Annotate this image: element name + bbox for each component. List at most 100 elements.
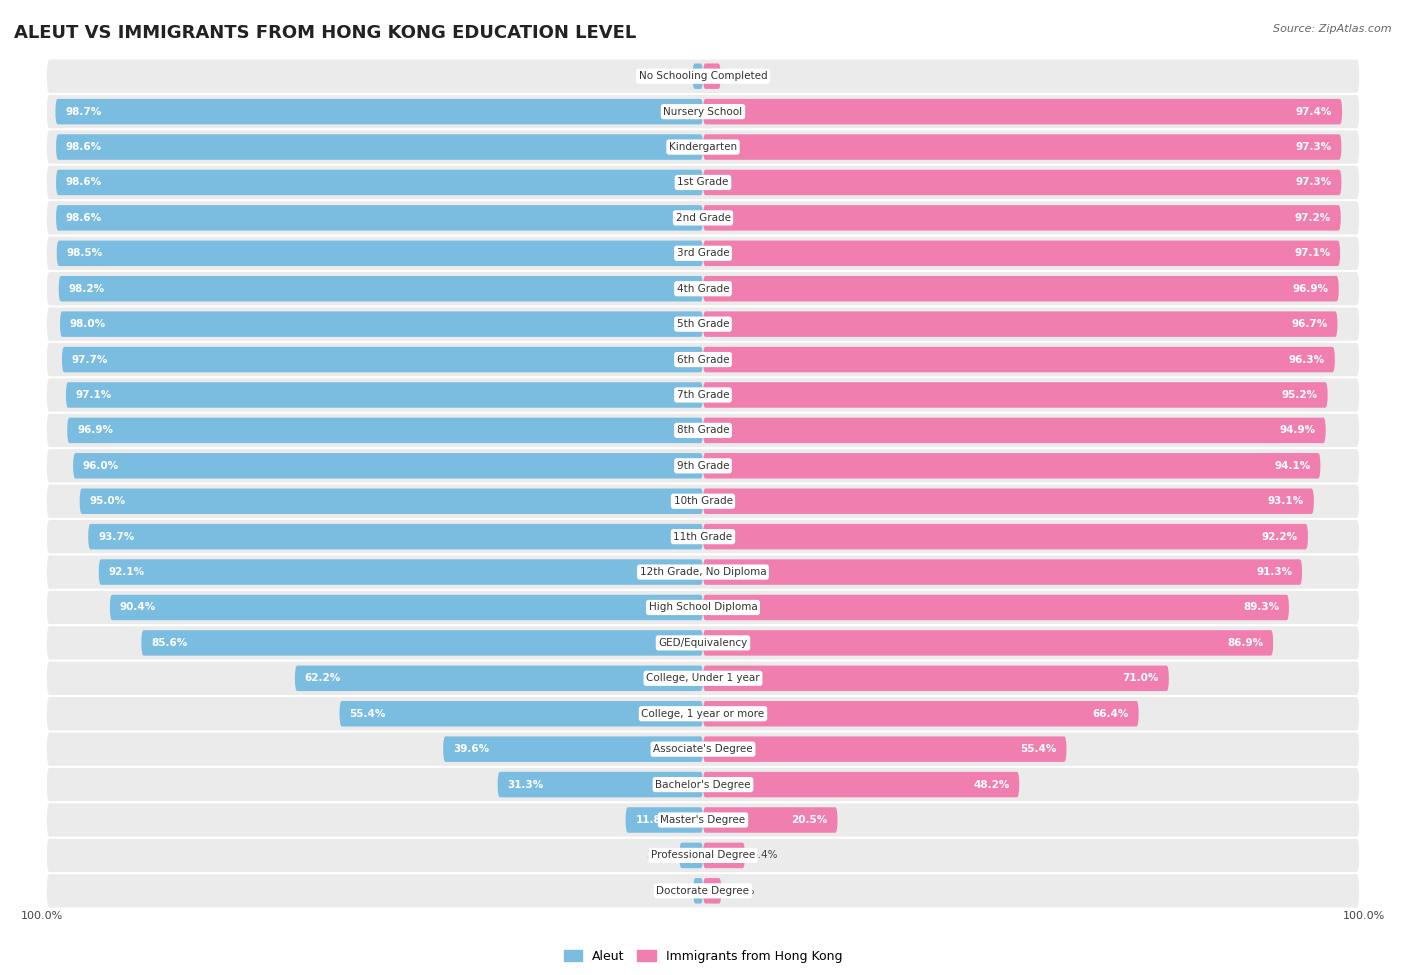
Text: 90.4%: 90.4%: [120, 603, 156, 612]
FancyBboxPatch shape: [703, 807, 838, 833]
FancyBboxPatch shape: [703, 311, 1337, 337]
FancyBboxPatch shape: [56, 135, 703, 160]
Text: 91.3%: 91.3%: [1256, 567, 1292, 577]
Text: High School Diploma: High School Diploma: [648, 603, 758, 612]
FancyBboxPatch shape: [55, 98, 703, 125]
FancyBboxPatch shape: [46, 732, 1360, 765]
FancyBboxPatch shape: [67, 417, 703, 444]
Text: Nursery School: Nursery School: [664, 106, 742, 117]
FancyBboxPatch shape: [46, 272, 1360, 305]
FancyBboxPatch shape: [46, 697, 1360, 730]
Text: 100.0%: 100.0%: [21, 912, 63, 921]
Text: 12th Grade, No Diploma: 12th Grade, No Diploma: [640, 567, 766, 577]
Text: 31.3%: 31.3%: [508, 780, 544, 790]
Text: 4th Grade: 4th Grade: [676, 284, 730, 293]
FancyBboxPatch shape: [46, 662, 1360, 695]
FancyBboxPatch shape: [46, 803, 1360, 837]
FancyBboxPatch shape: [703, 630, 1274, 655]
Text: 48.2%: 48.2%: [973, 780, 1010, 790]
Text: 96.3%: 96.3%: [1289, 355, 1324, 365]
FancyBboxPatch shape: [46, 591, 1360, 624]
Text: 100.0%: 100.0%: [1343, 912, 1385, 921]
Text: 39.6%: 39.6%: [453, 744, 489, 754]
FancyBboxPatch shape: [703, 878, 721, 904]
Text: 6th Grade: 6th Grade: [676, 355, 730, 365]
FancyBboxPatch shape: [46, 413, 1360, 448]
Text: 95.2%: 95.2%: [1282, 390, 1317, 400]
Text: College, Under 1 year: College, Under 1 year: [647, 674, 759, 683]
Text: 98.7%: 98.7%: [65, 106, 101, 117]
FancyBboxPatch shape: [46, 520, 1360, 553]
Text: 98.0%: 98.0%: [70, 319, 105, 330]
FancyBboxPatch shape: [703, 135, 1341, 160]
FancyBboxPatch shape: [46, 307, 1360, 341]
FancyBboxPatch shape: [703, 63, 721, 89]
FancyBboxPatch shape: [56, 241, 703, 266]
FancyBboxPatch shape: [46, 131, 1360, 164]
Text: 10th Grade: 10th Grade: [673, 496, 733, 506]
FancyBboxPatch shape: [142, 630, 703, 655]
FancyBboxPatch shape: [703, 560, 1302, 585]
FancyBboxPatch shape: [46, 626, 1360, 659]
FancyBboxPatch shape: [80, 488, 703, 514]
FancyBboxPatch shape: [46, 59, 1360, 93]
FancyBboxPatch shape: [46, 166, 1360, 199]
Text: 98.6%: 98.6%: [66, 213, 103, 223]
Text: 93.7%: 93.7%: [98, 531, 135, 542]
FancyBboxPatch shape: [443, 736, 703, 761]
FancyBboxPatch shape: [46, 485, 1360, 518]
Text: 97.4%: 97.4%: [1296, 106, 1333, 117]
FancyBboxPatch shape: [703, 170, 1341, 195]
Text: 97.3%: 97.3%: [1295, 177, 1331, 187]
Text: 97.2%: 97.2%: [1295, 213, 1331, 223]
Text: 98.6%: 98.6%: [66, 142, 103, 152]
FancyBboxPatch shape: [46, 378, 1360, 411]
FancyBboxPatch shape: [703, 98, 1343, 125]
FancyBboxPatch shape: [66, 382, 703, 408]
FancyBboxPatch shape: [703, 347, 1334, 372]
FancyBboxPatch shape: [703, 842, 745, 868]
Text: 92.2%: 92.2%: [1263, 531, 1298, 542]
Text: 3.6%: 3.6%: [647, 850, 673, 860]
Text: 2.7%: 2.7%: [727, 71, 754, 81]
FancyBboxPatch shape: [98, 560, 703, 585]
Text: 85.6%: 85.6%: [152, 638, 187, 648]
FancyBboxPatch shape: [46, 201, 1360, 235]
FancyBboxPatch shape: [703, 205, 1341, 231]
Text: 1.5%: 1.5%: [659, 886, 686, 896]
Text: 94.9%: 94.9%: [1279, 425, 1316, 436]
Text: 93.1%: 93.1%: [1268, 496, 1303, 506]
FancyBboxPatch shape: [89, 524, 703, 549]
Legend: Aleut, Immigrants from Hong Kong: Aleut, Immigrants from Hong Kong: [558, 945, 848, 968]
Text: 97.3%: 97.3%: [1295, 142, 1331, 152]
Text: 94.1%: 94.1%: [1274, 461, 1310, 471]
Text: 95.0%: 95.0%: [90, 496, 125, 506]
FancyBboxPatch shape: [339, 701, 703, 726]
FancyBboxPatch shape: [62, 347, 703, 372]
FancyBboxPatch shape: [703, 417, 1326, 444]
FancyBboxPatch shape: [46, 237, 1360, 270]
FancyBboxPatch shape: [46, 449, 1360, 483]
Text: 89.3%: 89.3%: [1243, 603, 1279, 612]
Text: Doctorate Degree: Doctorate Degree: [657, 886, 749, 896]
Text: 98.2%: 98.2%: [69, 284, 104, 293]
FancyBboxPatch shape: [703, 772, 1019, 798]
FancyBboxPatch shape: [703, 241, 1340, 266]
Text: 97.1%: 97.1%: [1294, 249, 1330, 258]
Text: 5th Grade: 5th Grade: [676, 319, 730, 330]
FancyBboxPatch shape: [73, 453, 703, 479]
Text: 62.2%: 62.2%: [305, 674, 342, 683]
Text: 8th Grade: 8th Grade: [676, 425, 730, 436]
FancyBboxPatch shape: [703, 595, 1289, 620]
Text: Source: ZipAtlas.com: Source: ZipAtlas.com: [1274, 24, 1392, 34]
Text: 96.7%: 96.7%: [1291, 319, 1327, 330]
FancyBboxPatch shape: [46, 838, 1360, 872]
FancyBboxPatch shape: [46, 95, 1360, 129]
Text: 3rd Grade: 3rd Grade: [676, 249, 730, 258]
FancyBboxPatch shape: [693, 878, 703, 904]
Text: No Schooling Completed: No Schooling Completed: [638, 71, 768, 81]
FancyBboxPatch shape: [56, 205, 703, 231]
FancyBboxPatch shape: [498, 772, 703, 798]
Text: 66.4%: 66.4%: [1092, 709, 1129, 719]
Text: 98.5%: 98.5%: [66, 249, 103, 258]
